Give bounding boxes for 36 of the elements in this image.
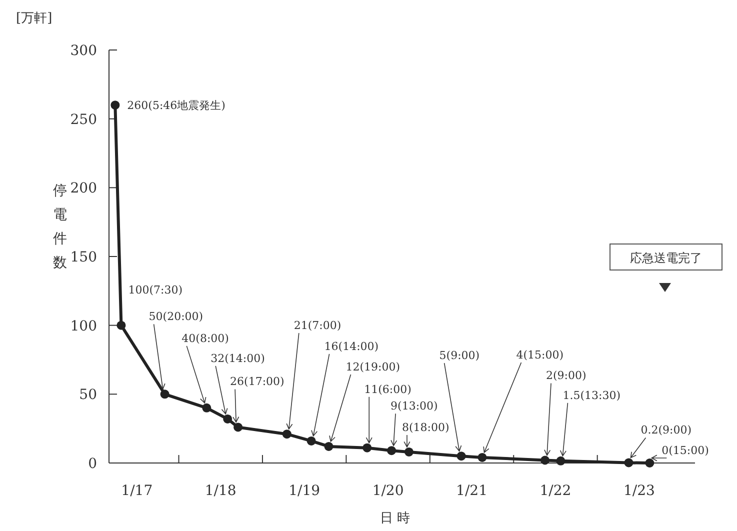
data-label: 5(9:00) — [439, 349, 480, 362]
y-tick-label: 100 — [70, 318, 97, 334]
y-tick-label: 200 — [70, 180, 97, 197]
x-tick-label: 1/18 — [204, 483, 236, 499]
x-tick-label: 1/21 — [456, 483, 488, 499]
y-tick-label: 50 — [79, 387, 97, 404]
data-label: 2(9:00) — [546, 369, 586, 382]
y-tick-label: 150 — [70, 250, 97, 266]
x-tick-label: 1/17 — [121, 483, 153, 499]
y-tick-label: 250 — [70, 112, 97, 128]
text: [万軒] — [16, 11, 52, 26]
data-label: 12(19:00) — [346, 360, 400, 374]
data-label: 11(6:00) — [364, 382, 412, 396]
data-label: 9(13:00) — [390, 400, 438, 413]
data-label: 260(5:46地震発生) — [127, 99, 226, 112]
data-label: 50(20:00) — [148, 310, 204, 324]
data-label: 0.2(9:00) — [640, 424, 692, 437]
data-label: 21(7:00) — [294, 319, 342, 332]
data-label: 8(18:00) — [402, 420, 450, 434]
data-label: 0(15:00) — [662, 444, 709, 457]
data-label: 32(14:00) — [210, 352, 265, 365]
data-label: 26(17:00) — [230, 375, 284, 388]
annotation: 応急送電完了 — [630, 251, 702, 265]
data-label: 40(8:00) — [182, 332, 229, 345]
x-tick-label: 1/19 — [288, 483, 320, 499]
y-tick-label: 300 — [70, 43, 97, 59]
x-tick-label: 1/20 — [372, 483, 404, 499]
data-label: 16(14:00) — [324, 340, 379, 353]
data-label: 100(7:30) — [128, 283, 182, 296]
y-axis-title: 停電件数 — [53, 183, 67, 271]
data-label: 1.5(13:30) — [562, 388, 620, 402]
x-tick-label: 1/23 — [623, 483, 655, 499]
x-tick-label: 1/22 — [540, 483, 572, 499]
data-label: 4(15:00) — [516, 348, 564, 362]
x-axis-title: 日 時 — [380, 511, 410, 526]
y-tick-label: 0 — [88, 456, 97, 472]
